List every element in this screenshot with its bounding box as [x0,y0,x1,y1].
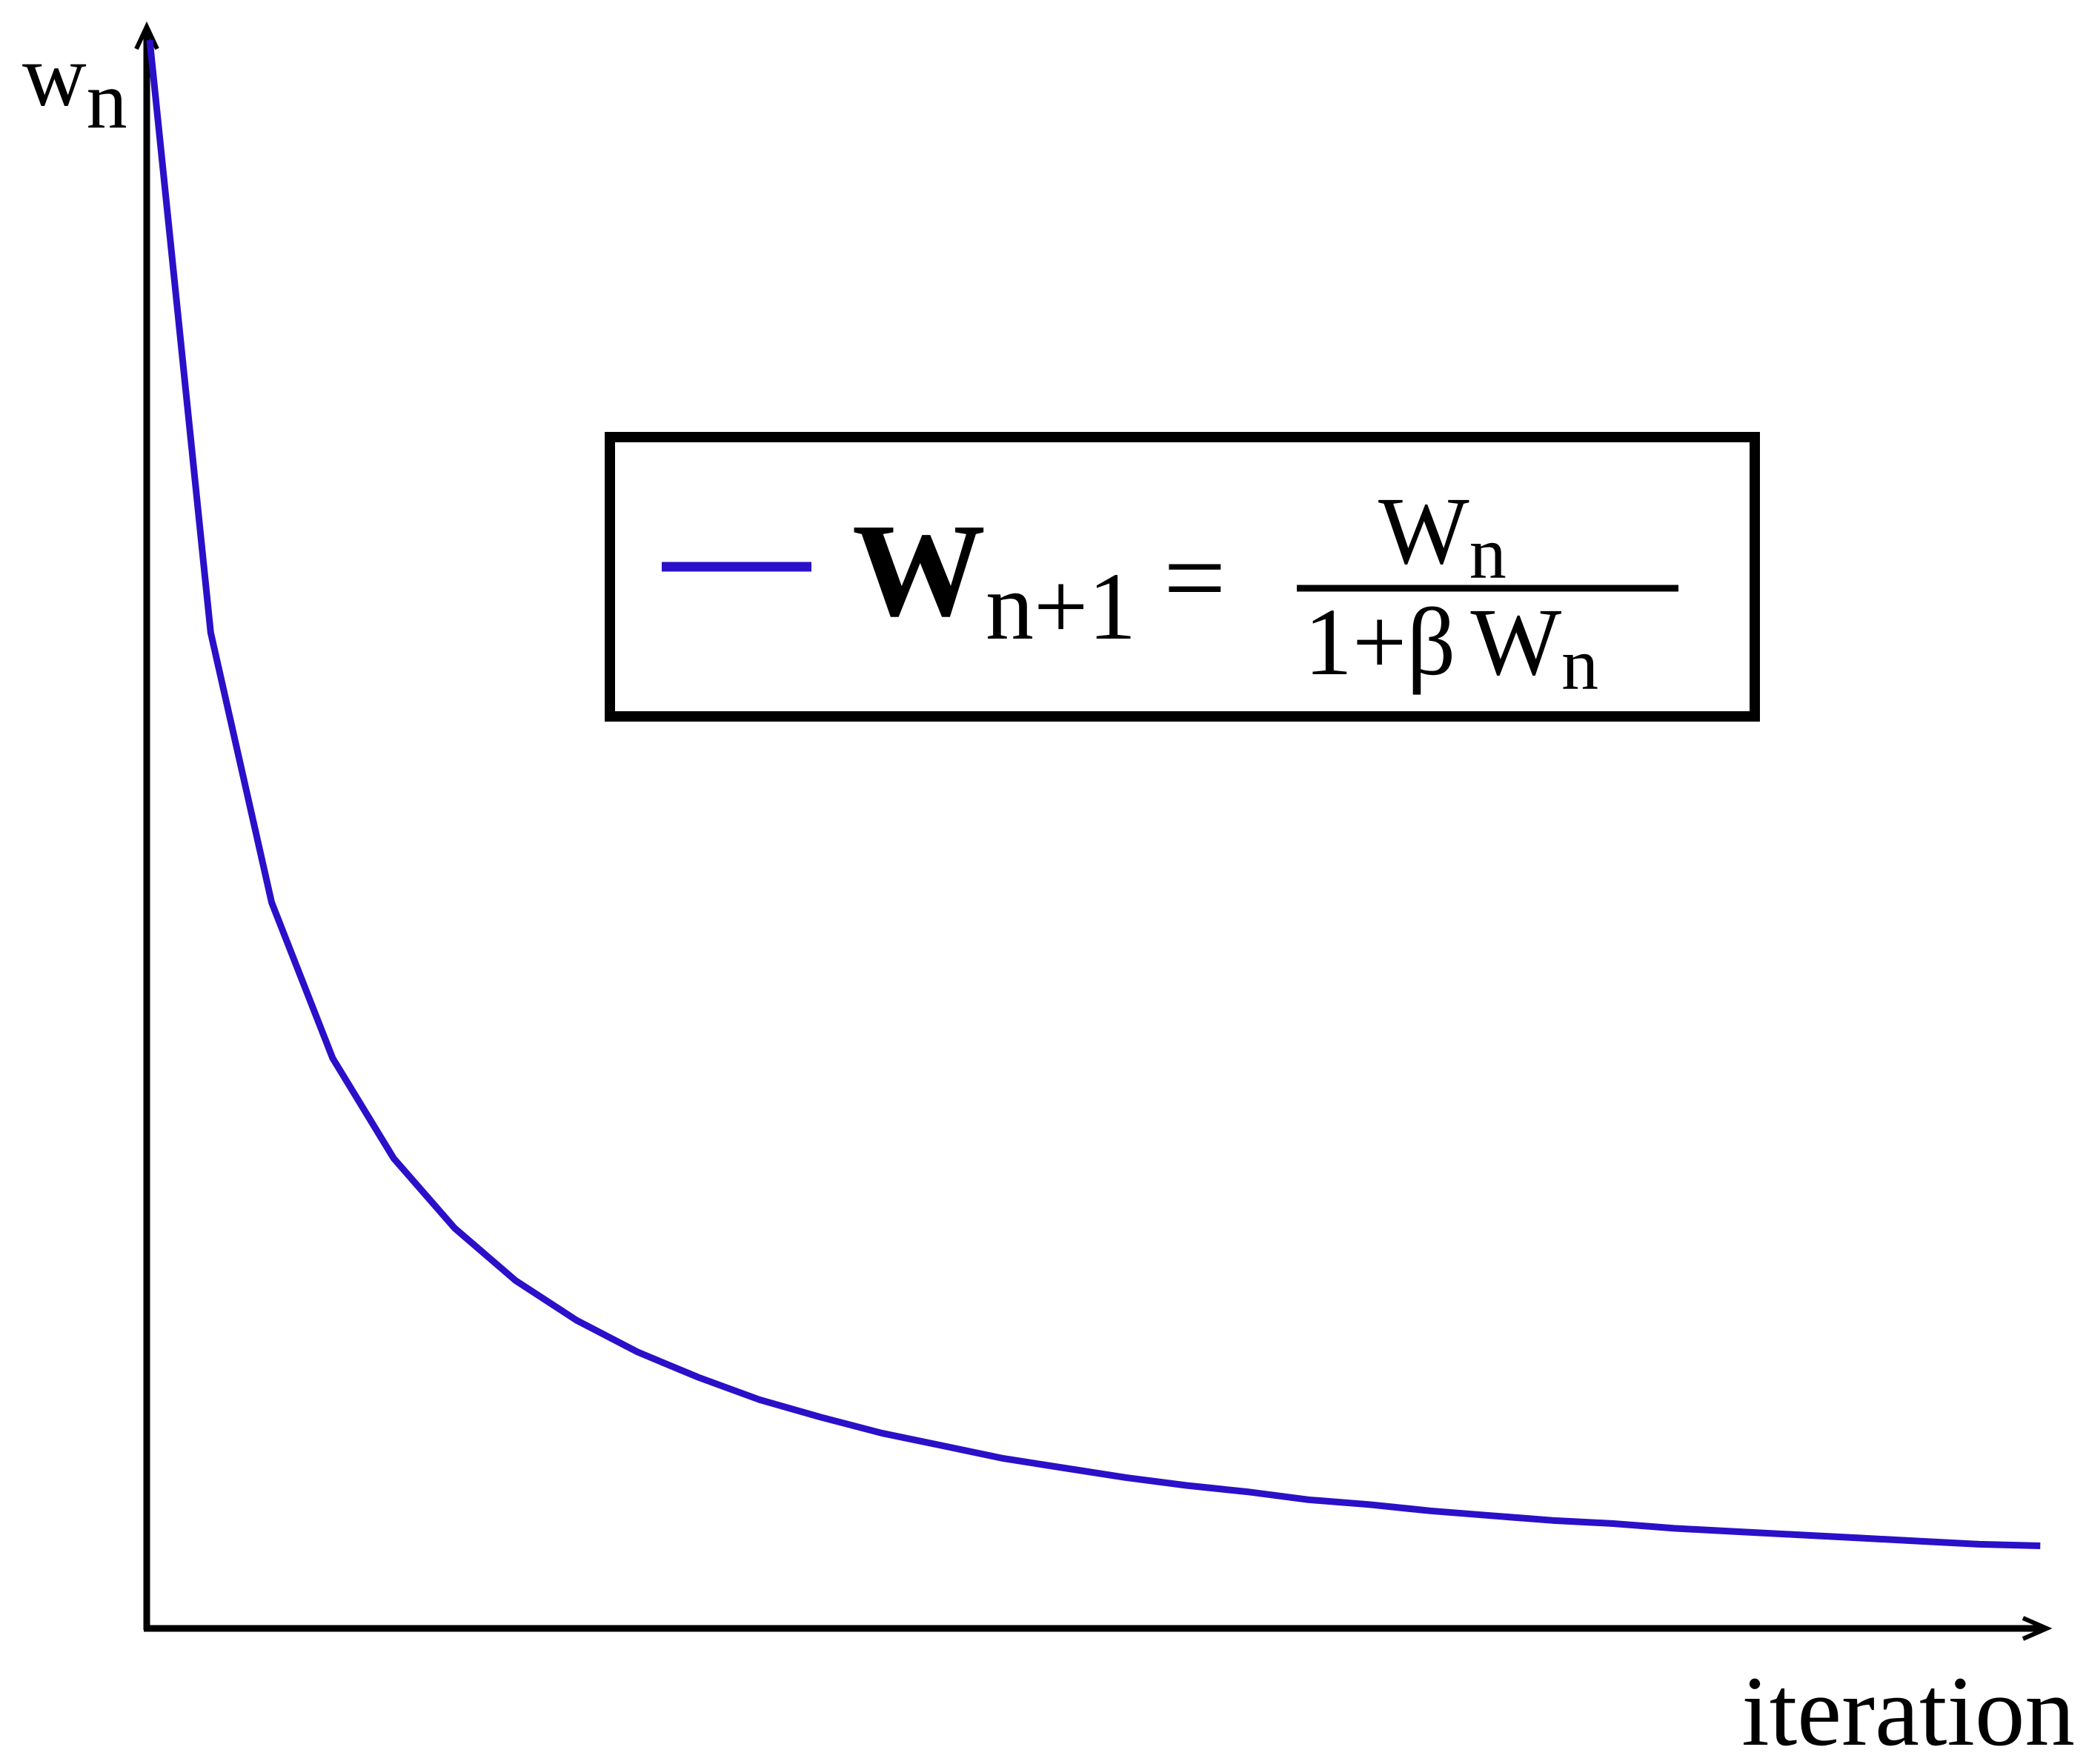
legend-box [605,432,1760,722]
legend-numerator: Wn [1378,478,1507,594]
legend-lhs: Wn+1 [852,496,1136,660]
x-axis-label: iteration [1741,1657,2075,1764]
series-line-0 [146,39,2041,1549]
x-axis-arrow-icon [2022,1616,2053,1641]
legend-equals: = [1163,516,1226,639]
series-layer [146,39,2041,1549]
legend: Wn+1 = Wn 1+β Wn [605,432,1760,722]
legend-denominator: 1+β Wn [1304,589,1598,705]
y-axis-label: wn [22,26,127,145]
y-axis-arrow-icon [134,21,159,50]
